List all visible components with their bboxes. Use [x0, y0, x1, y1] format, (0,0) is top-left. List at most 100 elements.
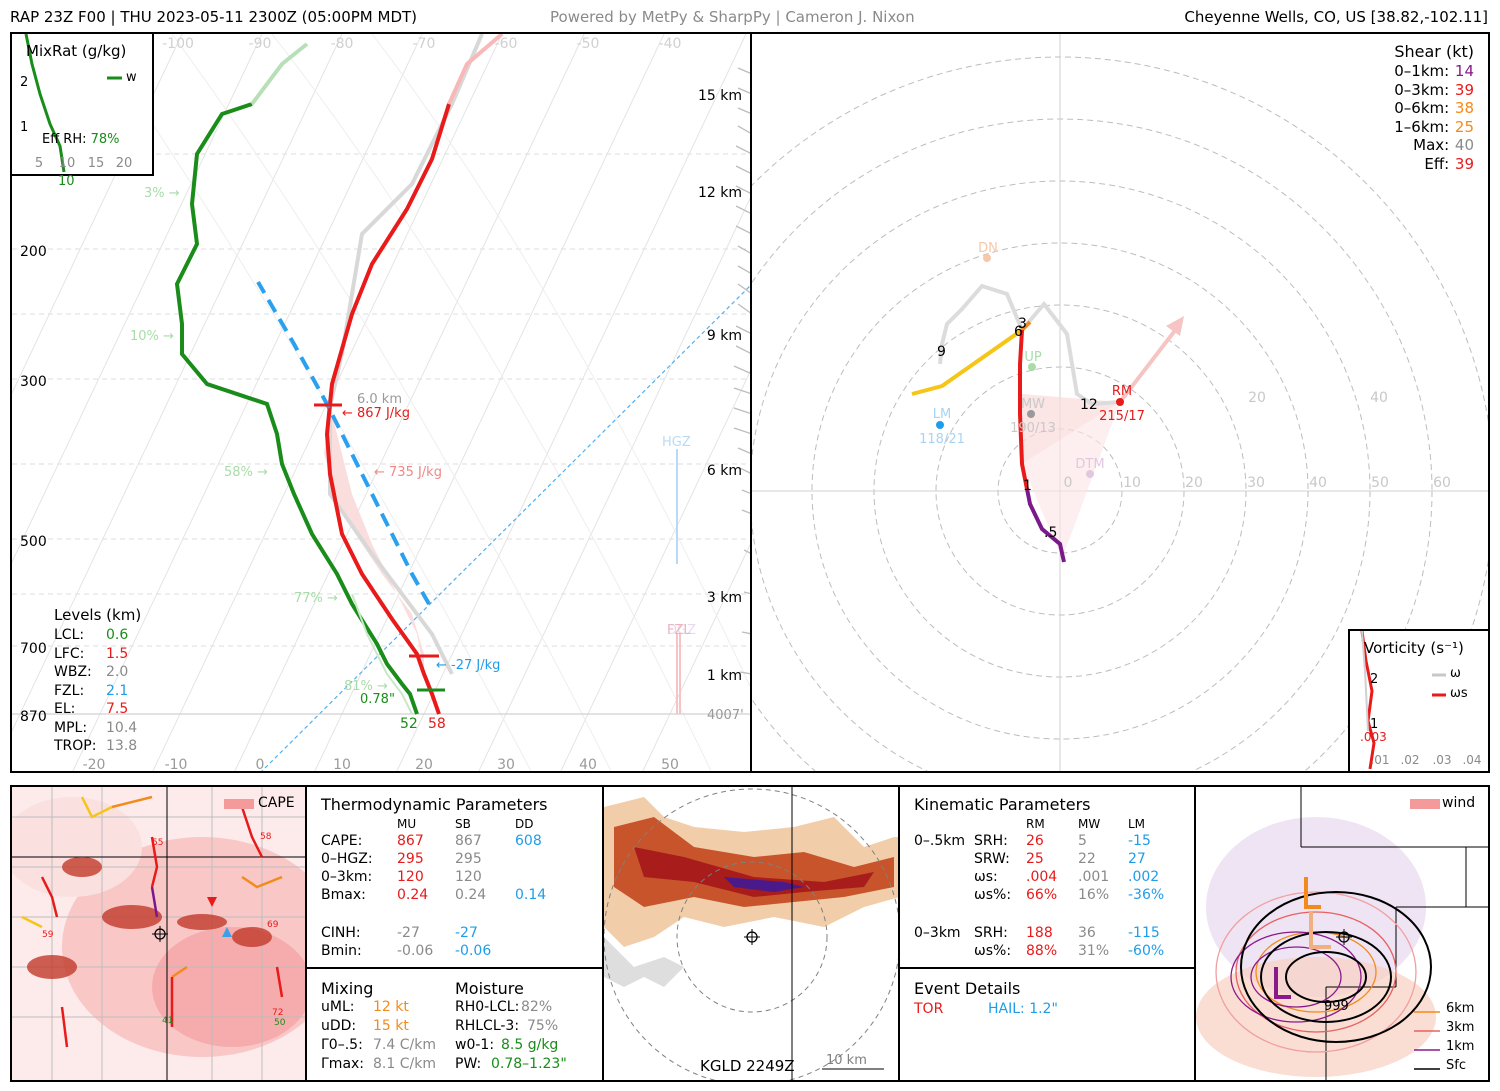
- mixing-g05-label: Γ0–.5:: [321, 1037, 363, 1053]
- levels-list: LCL: 0.6 LFC: 1.5 WBZ: 2.0 FZL: 2.1 EL: 7.5 M…: [54, 626, 137, 756]
- eff-rh-value: 78%: [90, 132, 120, 147]
- top-tick-4: -70: [413, 36, 436, 52]
- shear-list: 0–1km: 14 0–3km: 39 0–6km: 38 1–6km: 25 …: [1394, 62, 1474, 173]
- h-tick-15: 15 km: [698, 88, 742, 104]
- h-tick-12: 12 km: [698, 185, 742, 201]
- vorticity-title: Vorticity (s⁻¹): [1364, 639, 1464, 657]
- lcl-label: LCL:: [54, 627, 85, 643]
- dgz-label: DGZ: [667, 623, 696, 638]
- thermo-row-cape: CAPE:: [321, 833, 362, 849]
- kin-srw-rm: 25: [1026, 851, 1044, 867]
- wind-1km: 1km: [1446, 1039, 1475, 1054]
- el-value: 7.5: [106, 701, 129, 717]
- p-tick-870: 870: [20, 709, 47, 725]
- kin-ws-mw: .001: [1078, 869, 1110, 885]
- ring-diag-20: 20: [1248, 390, 1266, 406]
- cape-val-2: 58: [260, 832, 272, 842]
- cape-val-5: 72: [272, 1008, 283, 1018]
- h-tick-3: 3 km: [707, 590, 742, 606]
- moist-pw-value: 0.78–1.23": [491, 1056, 567, 1072]
- kin-srw-lm: 27: [1128, 851, 1146, 867]
- trop-label: TROP:: [54, 738, 97, 754]
- thermo-cape-dd: 608: [515, 833, 542, 849]
- event-hail: HAIL: 1.2": [988, 1001, 1058, 1017]
- shear-01-label: 0–1km:: [1394, 62, 1450, 80]
- levels-title: Levels (km): [54, 606, 142, 624]
- dn-label: DN: [978, 241, 998, 256]
- kin-col-mw: MW: [1078, 817, 1101, 831]
- mixrat-x20: 20: [116, 156, 133, 171]
- moisture-title: Moisture: [455, 979, 524, 998]
- moist-rhlcl3-value: 75%: [527, 1018, 559, 1034]
- header-center: Powered by MetPy & SharpPy | Cameron J. …: [550, 8, 915, 26]
- el-height-label: 6.0 km: [357, 392, 402, 407]
- wind-6km: 6km: [1446, 1001, 1475, 1016]
- ring-0: 0: [1064, 475, 1073, 491]
- lm-value: 118/21: [919, 432, 965, 447]
- thermo-cinh-label: CINH:: [321, 925, 361, 941]
- top-tick-5: -60: [495, 36, 518, 52]
- shear-03-value: 39: [1454, 80, 1474, 99]
- cape-map-panel: 55 58 59 69 72 41 50 CAPE: [10, 785, 307, 1082]
- hmark-12: 12: [1080, 397, 1098, 413]
- header-left: RAP 23Z F00 | THU 2023-05-11 2300Z (05:0…: [10, 8, 418, 26]
- mixrat-y2: 2: [20, 75, 28, 90]
- kin-col-rm: RM: [1026, 817, 1045, 831]
- kin-srw-label: SRW:: [974, 851, 1010, 867]
- mixing-uml-value: 12 kt: [373, 999, 409, 1015]
- thermo-cape-label: CAPE:: [321, 833, 363, 849]
- kin-col-lm: LM: [1128, 817, 1146, 831]
- cape-val-3: 59: [42, 930, 54, 940]
- rh-label-3: 58% →: [224, 465, 268, 480]
- p-tick-200: 200: [20, 244, 47, 260]
- shear-06-label: 0–6km:: [1394, 99, 1450, 117]
- thermo-title: Thermodynamic Parameters: [321, 795, 548, 814]
- shear-16-value: 25: [1454, 117, 1474, 136]
- sfc-t-label: 58: [428, 716, 446, 732]
- skewt-panel: 200 300 500 700 870 -20 -10 0 10 20 30 4…: [10, 32, 752, 773]
- mixrat-title: MixRat (g/kg): [26, 42, 127, 60]
- p-tick-500: 500: [20, 534, 47, 550]
- thermo-panel: Thermodynamic Parameters MU SB DD CAPE: …: [305, 785, 604, 969]
- moist-rh0lcl-value: 82%: [521, 999, 553, 1015]
- cape-val-7: 50: [274, 1018, 286, 1028]
- mixrat-x10: 10: [59, 156, 76, 171]
- top-tick-1: -100: [162, 36, 194, 52]
- kin-ws-lm: .002: [1128, 869, 1160, 885]
- header-right: Cheyenne Wells, CO, US [38.82,-102.11]: [1184, 8, 1488, 26]
- cinh-label: ← -27 J/kg: [436, 658, 500, 673]
- shear-title: Shear (kt): [1394, 42, 1474, 61]
- t-tick-8: 50: [661, 757, 679, 773]
- mpl-label: MPL:: [54, 719, 88, 736]
- kin-wsp3-rm: 88%: [1026, 943, 1058, 959]
- t-tick-2: -10: [165, 757, 188, 773]
- cape-val-1: 55: [152, 838, 163, 848]
- shear-eff-label: Eff:: [1424, 154, 1450, 173]
- thermo-hgz-sb: 295: [455, 851, 482, 867]
- shear-max-label: Max:: [1413, 136, 1450, 154]
- vort-y1: 1: [1370, 717, 1378, 732]
- vorticity-inset: 2 1 .01 .02 .03 .04 .003 Vorticity (s⁻¹)…: [1348, 629, 1488, 771]
- p-tick-300: 300: [20, 374, 47, 390]
- rh-label-5: 81% →: [344, 679, 388, 694]
- thermo-hgz-mu: 295: [397, 851, 424, 867]
- top-tick-2: -90: [249, 36, 272, 52]
- mixing-gmax-value: 8.1 C/km: [373, 1056, 436, 1072]
- mpl-value: 10.4: [106, 719, 138, 736]
- lfc-value: 1.5: [106, 645, 129, 662]
- kinematic-panel: Kinematic Parameters RM MW LM 0–.5km SRH…: [898, 785, 1196, 969]
- shear-eff-value: 39: [1454, 154, 1474, 173]
- ml-cape-label: ← 735 J/kg: [374, 465, 442, 480]
- kin-wsp1-rm: 66%: [1026, 887, 1058, 903]
- radar-label: KGLD 2249Z: [700, 1057, 795, 1075]
- kin-srh1-label: SRH:: [974, 833, 1008, 849]
- top-tick-6: -50: [577, 36, 600, 52]
- eff-rh-label: Eff RH:: [42, 132, 87, 147]
- moist-w01-label: w0-1:: [455, 1037, 495, 1053]
- moist-rhlcl3-label: RHLCL-3:: [455, 1018, 520, 1034]
- thermo-bmin-mu: -0.06: [397, 943, 434, 959]
- fzl-level-label: FZL:: [54, 682, 85, 699]
- mixrat-x5: 5: [35, 156, 43, 171]
- kin-wsp1-label: ωs%:: [974, 887, 1012, 903]
- mixing-udd-label: uDD:: [321, 1018, 357, 1034]
